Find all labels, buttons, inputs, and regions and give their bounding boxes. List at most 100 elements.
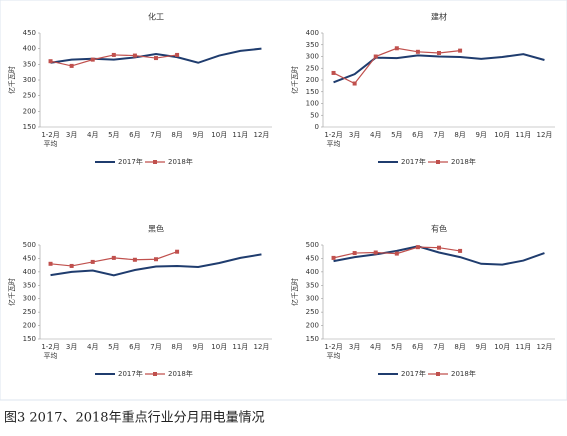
legend-marker [153, 160, 157, 164]
chart-title: 建材 [431, 12, 447, 22]
x-tick-label: 9月 [192, 131, 203, 139]
legend-label: 2018年 [451, 157, 476, 166]
point-marker [111, 255, 116, 260]
y-tick-label: 200 [306, 76, 319, 84]
x-tick-label: 10月 [211, 131, 227, 139]
y-axis-label: 亿千瓦时 [290, 278, 299, 306]
y-tick-label: 50 [310, 111, 319, 119]
chart-title: 有色 [431, 224, 447, 234]
y-tick-label: 200 [23, 322, 36, 330]
point-marker [331, 255, 336, 260]
x-tick-label: 11月 [515, 343, 531, 351]
x-tick-label: 7月 [433, 343, 444, 351]
point-marker [69, 63, 74, 68]
legend-label: 2017年 [118, 157, 143, 166]
x-tick-label: 4月 [370, 343, 381, 351]
point-marker [69, 263, 74, 268]
point-marker [90, 259, 95, 264]
x-tick-label: 10月 [494, 131, 510, 139]
x-tick-label: 8月 [454, 131, 465, 139]
y-tick-label: 400 [23, 268, 36, 276]
y-tick-label: 300 [306, 53, 319, 61]
point-marker [437, 245, 441, 250]
y-axis-label: 亿千瓦时 [7, 66, 16, 94]
y-tick-label: 150 [23, 335, 36, 343]
x-tick-label: 1-2月平均 [324, 343, 342, 360]
point-marker [90, 57, 95, 62]
y-tick-label: 250 [306, 308, 319, 316]
point-marker [331, 70, 336, 75]
point-marker [437, 50, 441, 55]
legend-label: 2018年 [168, 157, 193, 166]
x-tick-label: 10月 [494, 343, 510, 351]
x-tick-label: 7月 [433, 131, 444, 139]
legend-label: 2017年 [401, 157, 426, 166]
y-tick-label: 500 [23, 241, 36, 249]
x-tick-label: 1-2月平均 [41, 131, 59, 148]
x-tick-label: 7月 [150, 131, 161, 139]
x-tick-label: 10月 [211, 343, 227, 351]
y-tick-label: 450 [306, 254, 319, 262]
x-tick-label: 4月 [370, 131, 381, 139]
y-tick-label: 300 [306, 295, 319, 303]
y-tick-label: 250 [23, 92, 36, 100]
x-tick-label: 11月 [515, 131, 531, 139]
point-marker [394, 251, 399, 256]
y-tick-label: 100 [306, 100, 319, 108]
x-tick-label: 5月 [391, 343, 402, 351]
x-tick-label: 3月 [349, 343, 360, 351]
chart-area [0, 0, 567, 401]
y-tick-label: 200 [306, 322, 319, 330]
chart-title: 化工 [148, 12, 164, 22]
chart-title: 黑色 [148, 224, 164, 234]
point-marker [111, 52, 116, 57]
x-tick-label: 6月 [129, 131, 140, 139]
point-marker [132, 257, 137, 262]
point-marker [132, 53, 137, 58]
y-axis-label: 亿千瓦时 [290, 66, 299, 94]
y-tick-label: 450 [23, 254, 36, 262]
y-tick-label: 150 [306, 335, 319, 343]
x-tick-label: 6月 [412, 343, 423, 351]
x-tick-label: 11月 [232, 131, 248, 139]
y-tick-label: 400 [306, 29, 319, 37]
y-tick-label: 250 [23, 308, 36, 316]
x-tick-label: 12月 [536, 343, 552, 351]
y-axis-label: 亿千瓦时 [7, 278, 16, 306]
x-tick-label: 5月 [108, 343, 119, 351]
x-tick-label: 1-2月平均 [41, 343, 59, 360]
x-tick-label: 12月 [253, 343, 269, 351]
x-tick-label: 8月 [171, 343, 182, 351]
x-tick-label: 8月 [454, 343, 465, 351]
point-marker [415, 49, 420, 54]
x-tick-label: 12月 [253, 131, 269, 139]
y-tick-label: 200 [23, 107, 36, 115]
point-marker [415, 245, 420, 250]
point-marker [352, 251, 357, 256]
point-marker [373, 250, 378, 255]
x-tick-label: 4月 [87, 343, 98, 351]
point-marker [48, 261, 53, 266]
series-line [50, 253, 262, 277]
y-tick-label: 400 [306, 268, 319, 276]
y-tick-label: 350 [306, 281, 319, 289]
point-marker [175, 52, 180, 57]
point-marker [458, 48, 463, 53]
point-marker [373, 54, 378, 59]
caption: 图3 2017、2018年重点行业分月用电量情况 [4, 410, 265, 426]
point-marker [48, 59, 53, 64]
point-marker [458, 248, 463, 253]
x-tick-label: 3月 [66, 343, 77, 351]
y-tick-label: 350 [23, 60, 36, 68]
y-tick-label: 350 [23, 281, 36, 289]
series-line [333, 53, 545, 84]
point-marker [175, 249, 180, 254]
x-tick-label: 11月 [232, 343, 248, 351]
y-tick-label: 500 [306, 241, 319, 249]
legend-marker [436, 372, 440, 376]
series-line [50, 47, 262, 64]
x-tick-label: 4月 [87, 131, 98, 139]
y-tick-label: 350 [306, 41, 319, 49]
y-tick-label: 450 [23, 29, 36, 37]
